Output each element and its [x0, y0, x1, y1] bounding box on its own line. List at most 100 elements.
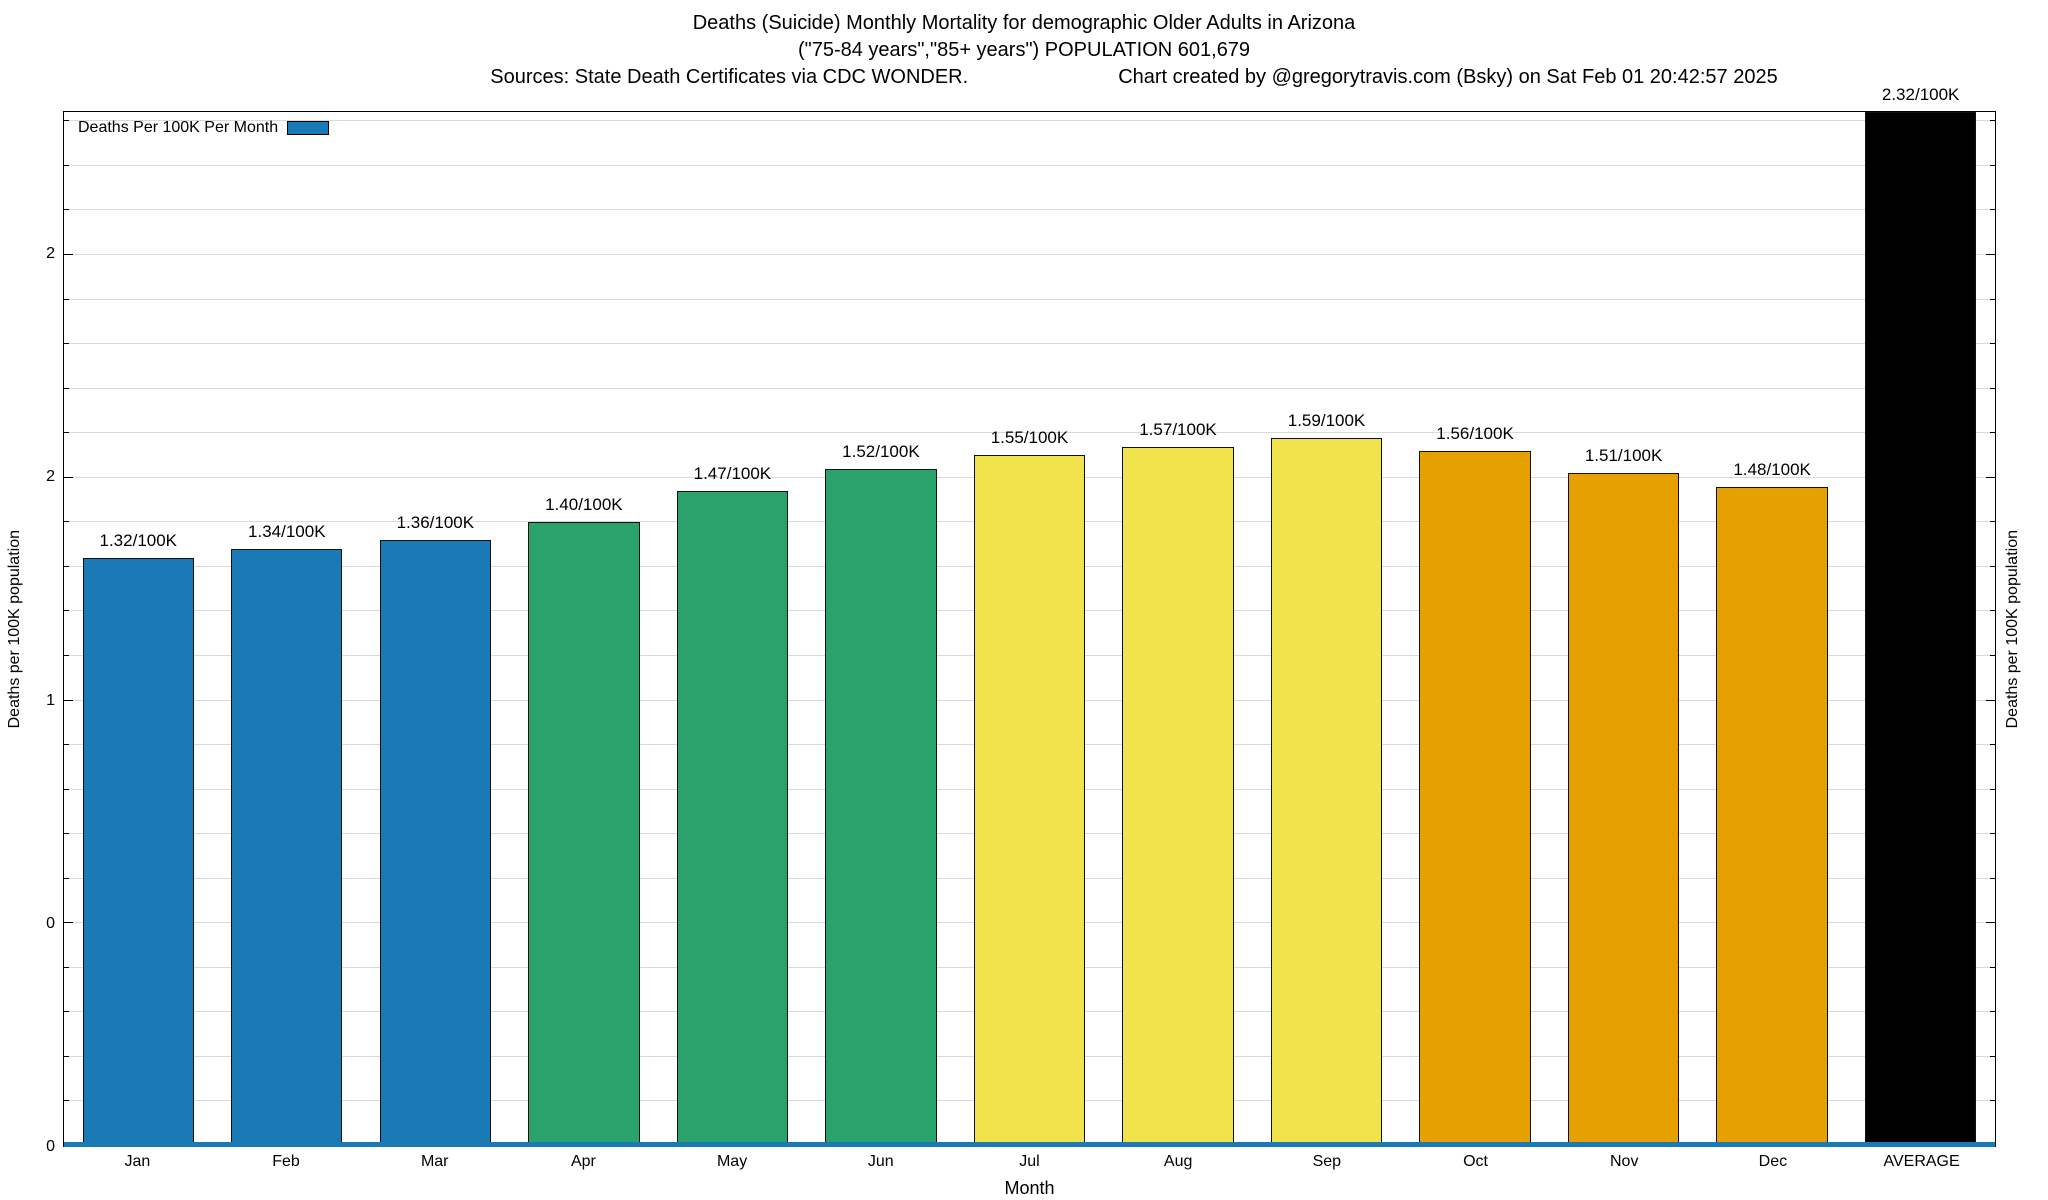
axis-tick — [64, 521, 69, 523]
axis-tick — [1986, 476, 1995, 478]
axis-tick — [64, 922, 73, 924]
axis-tick — [64, 610, 69, 612]
gridline — [64, 164, 1995, 166]
x-tick-label-average: AVERAGE — [1883, 1153, 1960, 1170]
bar-may — [676, 491, 789, 1146]
axis-tick — [1990, 1011, 1995, 1013]
x-tick-label-jul: Jul — [1019, 1153, 1040, 1170]
x-tick-label-dec: Dec — [1758, 1153, 1788, 1170]
x-tick-label-jun: Jun — [867, 1153, 894, 1170]
x-tick-label-mar: Mar — [420, 1153, 449, 1170]
plot-area: 1.32/100K 1.34/100K 1.36/100K 1.40/100K 1.47… — [63, 85, 1996, 1147]
axis-tick — [1990, 432, 1995, 434]
legend: Deaths Per 100K Per Month — [78, 119, 330, 137]
bar-slot-mar: 1.36/100K — [361, 112, 510, 1146]
axis-tick — [1990, 521, 1995, 523]
x-tick-label-jan: Jan — [124, 1153, 151, 1170]
axis-tick — [64, 744, 69, 746]
axis-tick — [1990, 788, 1995, 790]
x-tick-labels: Jan Feb Mar Apr May Jun Jul Aug Sep Oct Nov Dec AVER… — [63, 1153, 1996, 1171]
bar-jun — [825, 468, 937, 1146]
gridline — [64, 209, 1995, 211]
y-tick-label: 1 — [46, 691, 55, 709]
chart-sources-text: Sources: State Death Certificates via CD… — [490, 66, 969, 88]
axis-tick — [64, 343, 69, 345]
axis-tick — [1986, 922, 1995, 924]
x-tick-label-may: May — [716, 1153, 748, 1170]
axis-tick — [64, 654, 69, 656]
bar-sep — [1270, 437, 1383, 1146]
chart-titles: Deaths (Suicide) Monthly Mortality for d… — [0, 10, 2048, 91]
chart-source-line: Sources: State Death Certificates via CD… — [110, 64, 2048, 91]
bar-value-label-feb: 1.34/100K — [248, 522, 326, 542]
bar-value-label-oct: 1.56/100K — [1436, 424, 1514, 444]
axis-tick — [64, 120, 69, 122]
axis-tick — [64, 254, 73, 256]
bar-jan — [82, 557, 194, 1146]
axis-tick — [1990, 209, 1995, 211]
bar-value-label-aug: 1.57/100K — [1139, 419, 1217, 439]
axis-tick — [64, 164, 69, 166]
bar-slot-may: 1.47/100K — [658, 112, 807, 1146]
bar-jul — [973, 455, 1086, 1146]
bar-feb — [231, 549, 343, 1146]
axis-tick — [1986, 699, 1995, 701]
bar-slot-jul: 1.55/100K — [955, 112, 1104, 1146]
axis-tick — [64, 565, 69, 567]
axis-tick — [64, 788, 69, 790]
axis-tick — [1986, 254, 1995, 256]
axis-tick — [1990, 565, 1995, 567]
gridline — [64, 254, 1995, 256]
bar-value-label-jun: 1.52/100K — [842, 441, 920, 461]
legend-label: Deaths Per 100K Per Month — [78, 119, 279, 136]
bar-value-label-may: 1.47/100K — [693, 464, 772, 484]
axis-tick — [1990, 833, 1995, 835]
bar-slot-sep: 1.59/100K — [1252, 112, 1401, 1146]
bar-slot-average: 2.32/100K — [1846, 85, 1995, 1146]
gridline — [64, 343, 1995, 345]
axis-tick — [64, 966, 69, 968]
chart-title: Deaths (Suicide) Monthly Mortality for d… — [692, 12, 1356, 34]
bar-value-label-sep: 1.59/100K — [1287, 410, 1366, 430]
axis-tick — [64, 1055, 69, 1057]
axis-tick — [1990, 1055, 1995, 1057]
axis-tick — [1990, 744, 1995, 746]
axis-tick — [1990, 877, 1995, 879]
axis-tick — [1990, 966, 1995, 968]
bar-nov — [1567, 473, 1680, 1146]
bar-average — [1864, 112, 1977, 1146]
x-axis-label: Month — [1004, 1178, 1055, 1198]
x-axis-line — [64, 1142, 1995, 1147]
axis-tick — [64, 1100, 69, 1102]
axis-tick — [64, 1011, 69, 1013]
bar-value-label-average: 2.32/100K — [1881, 85, 1960, 105]
x-tick-label-aug: Aug — [1163, 1153, 1193, 1170]
x-tick-label-apr: Apr — [570, 1153, 596, 1170]
y-tick-label: 2 — [46, 245, 55, 263]
gridline — [64, 120, 1995, 122]
chart-subtitle: ("75-84 years","85+ years") POPULATION 6… — [797, 39, 1251, 61]
gridline — [64, 387, 1995, 389]
axis-tick — [64, 699, 73, 701]
bar-aug — [1122, 446, 1234, 1146]
bar-slot-nov: 1.51/100K — [1549, 112, 1698, 1146]
y-axis-label-right: Deaths per 100K population — [2004, 529, 2021, 729]
bar-slot-dec: 1.48/100K — [1698, 112, 1847, 1146]
x-tick-label-feb: Feb — [272, 1153, 300, 1170]
x-tick-label-nov: Nov — [1609, 1153, 1639, 1170]
bar-value-label-nov: 1.51/100K — [1584, 446, 1663, 466]
bar-apr — [528, 522, 640, 1146]
axis-tick — [1990, 120, 1995, 122]
axis-tick — [64, 387, 69, 389]
bar-value-label-mar: 1.36/100K — [396, 513, 475, 533]
x-tick-label-oct: Oct — [1463, 1153, 1488, 1170]
axis-tick — [1990, 654, 1995, 656]
legend-swatch — [287, 121, 330, 135]
axis-tick — [64, 432, 69, 434]
chart-credit-text: Chart created by @gregorytravis.com (Bsk… — [1118, 66, 1778, 88]
bar-slot-apr: 1.40/100K — [510, 112, 659, 1146]
bar-mar — [379, 540, 492, 1146]
bar-slot-feb: 1.34/100K — [213, 112, 362, 1146]
axis-tick — [64, 877, 69, 879]
bar-value-label-jan: 1.32/100K — [99, 530, 178, 550]
